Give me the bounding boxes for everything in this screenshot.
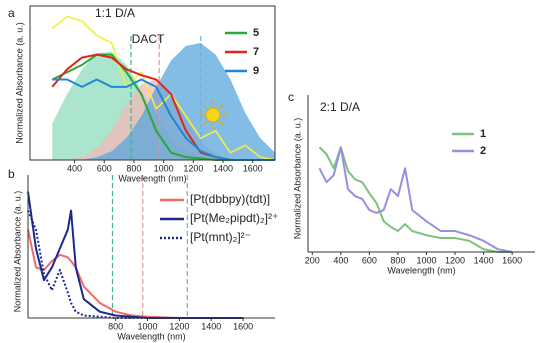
x-tick-label: 200 [305, 255, 320, 265]
x-tick-label: 1200 [169, 321, 189, 331]
legend-label: [Pt(mnt)₂]²⁻ [190, 230, 251, 244]
y-axis-label: Normalized Absorbance (a. u.) [12, 191, 22, 313]
x-tick-label: 1000 [138, 321, 158, 331]
legend-label: [Pt(dbbpy)(tdt)] [190, 192, 270, 206]
panel-label: c [288, 90, 294, 104]
annotation: DACT [132, 32, 165, 46]
x-tick-label: 1000 [416, 255, 436, 265]
legend-label: 7 [253, 46, 259, 58]
x-axis-label: Wavelength (nm) [387, 265, 455, 275]
x-tick-label: 1400 [201, 321, 221, 331]
legend-label: 1 [480, 128, 486, 140]
legend-label: 2 [480, 145, 486, 157]
x-tick-label: 400 [67, 163, 82, 173]
x-tick-label: 1600 [243, 163, 263, 173]
x-tick-label: 800 [126, 163, 141, 173]
x-tick-label: 600 [362, 255, 377, 265]
series-line [318, 146, 513, 253]
absorption-area [52, 51, 275, 160]
x-tick-label: 1400 [213, 163, 233, 173]
plot-frame [29, 5, 276, 161]
x-tick-label: 800 [108, 321, 123, 331]
sun [205, 107, 221, 123]
panel: 5 7 9 400 600 800 1000 1200 1400 1600 Wavelength (… [8, 5, 276, 183]
x-tick-label: 400 [333, 255, 348, 265]
legend-label: 5 [253, 27, 259, 39]
y-axis-label: Normalized Absorbance (a. u.) [292, 118, 302, 240]
legend-label: [Pt(Me₂pipdt)₂]²⁺ [190, 211, 278, 225]
panel-label: a [8, 6, 15, 20]
panel-title: 2:1 D/A [320, 100, 360, 114]
panel-label: b [8, 167, 15, 181]
series-line [318, 146, 513, 253]
sun-icon [199, 101, 227, 129]
x-tick-label: 1000 [154, 163, 174, 173]
panel-title: 1:1 D/A [95, 6, 135, 20]
x-tick-label: 1600 [502, 255, 522, 265]
series-line [27, 210, 244, 319]
x-tick-label: 1600 [233, 321, 253, 331]
y-axis-label: Normalized Absorbance (a. u.) [14, 22, 24, 144]
x-tick-label: 1200 [183, 163, 203, 173]
legend-label: 9 [253, 65, 259, 77]
x-tick-label: 600 [97, 163, 112, 173]
x-tick-label: 1400 [474, 255, 494, 265]
x-tick-label: 1200 [445, 255, 465, 265]
panel: 1 2 200 400 600 800 1000 1200 1400 1600 Wavelength… [288, 90, 535, 275]
x-axis-label: Wavelength (nm) [117, 331, 185, 341]
x-axis-label: Wavelength (nm) [118, 173, 186, 183]
sun-rays [199, 101, 227, 129]
panel: [Pt(dbbpy)(tdt)] [Pt(Me₂pipdt)₂]²⁺ [Pt(mnt… [8, 167, 278, 341]
x-tick-label: 800 [390, 255, 405, 265]
